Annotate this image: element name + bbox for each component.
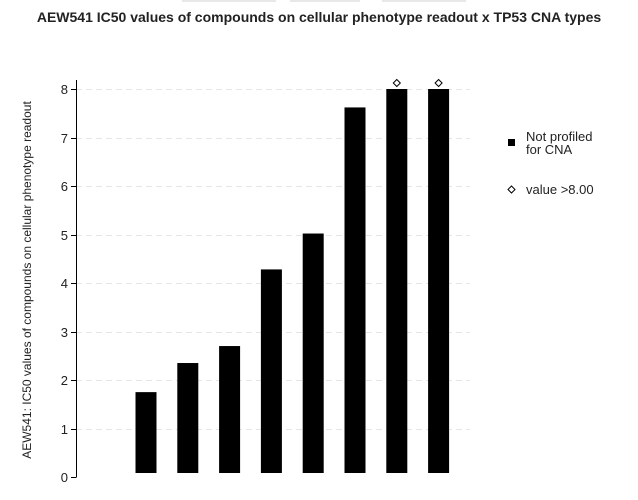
bar bbox=[386, 89, 408, 473]
y-tick-label: 8 bbox=[61, 82, 68, 97]
chart-title: AEW541 IC50 values of compounds on cellu… bbox=[36, 9, 602, 25]
top-bar-segment bbox=[382, 0, 466, 2]
y-tick-label: 7 bbox=[61, 131, 68, 146]
y-tick-label: 0 bbox=[61, 470, 68, 485]
bars bbox=[135, 89, 450, 474]
y-tick-label: 5 bbox=[61, 228, 68, 243]
bar bbox=[344, 107, 366, 474]
y-axis-label: AEW541: IC50 values of compounds on cell… bbox=[20, 101, 34, 459]
y-tick-label: 2 bbox=[61, 373, 68, 388]
y-tick-label: 3 bbox=[61, 325, 68, 340]
legend: Not profiled for CNA value >8.00 bbox=[507, 129, 594, 197]
value-cap-diamond-icon bbox=[392, 78, 402, 88]
bar bbox=[428, 89, 450, 473]
bar bbox=[260, 269, 282, 473]
legend-diamond-icon bbox=[507, 185, 516, 194]
y-axis: 0 1 2 3 4 5 6 7 8 bbox=[61, 80, 77, 485]
bar bbox=[302, 233, 324, 473]
top-bar-segment bbox=[182, 0, 276, 2]
y-tick-label: 4 bbox=[61, 276, 68, 291]
y-tick-label: 6 bbox=[61, 179, 68, 194]
value-cap-diamond-icon bbox=[434, 78, 443, 88]
legend-label-not-profiled-line2: for CNA bbox=[526, 142, 573, 157]
top-bar bbox=[0, 0, 638, 4]
legend-square-icon bbox=[508, 139, 515, 146]
markers bbox=[392, 78, 443, 88]
bar bbox=[135, 392, 157, 473]
bar bbox=[177, 363, 199, 473]
top-bar-segment bbox=[290, 0, 360, 2]
y-tick-label: 1 bbox=[61, 422, 68, 437]
legend-label-not-profiled-line1: Not profiled bbox=[526, 129, 592, 144]
legend-label-value-cap: value >8.00 bbox=[526, 182, 594, 197]
bar bbox=[219, 346, 241, 473]
